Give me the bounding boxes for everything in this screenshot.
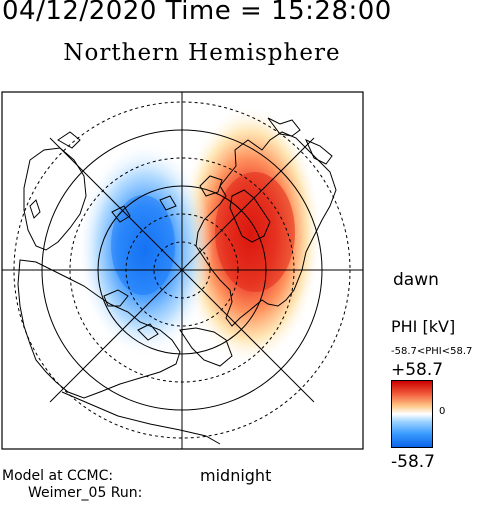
hemisphere-title: Northern Hemisphere (63, 40, 341, 66)
colorbar-zero-label: 0 (439, 406, 446, 417)
midnight-label: midnight (200, 466, 272, 485)
colorbar-max-label: +58.7 (391, 360, 444, 380)
date-time-title: 04/12/2020 Time = 15:28:00 (2, 0, 392, 26)
colorbar-min-label: -58.7 (391, 452, 435, 472)
colorbar-title: PHI [kV] (391, 317, 456, 336)
meridian-grid (2, 92, 363, 449)
model-label: Model at CCMC: (2, 468, 114, 484)
run-label: Weimer_05 Run: (28, 485, 143, 501)
colorbar (391, 380, 433, 448)
colorbar-range: -58.7<PHI<58.7 (391, 346, 473, 357)
positive-cell-core (215, 172, 295, 292)
coastlines (17, 117, 337, 445)
negative-cell-core (111, 195, 175, 295)
map-frame (1, 91, 364, 450)
dawn-label: dawn (393, 270, 439, 290)
